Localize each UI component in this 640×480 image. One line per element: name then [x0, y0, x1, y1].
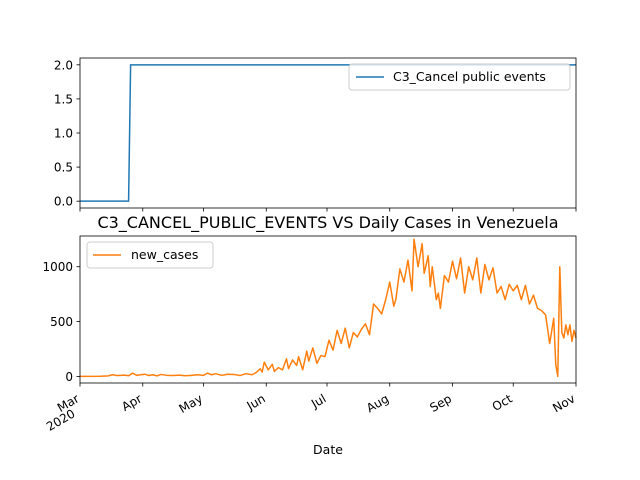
top-y-tick-label: 1.0 — [54, 127, 73, 141]
bottom-legend-label: new_cases — [131, 247, 198, 262]
top-legend: C3_Cancel public events — [348, 63, 571, 91]
top-legend-box — [348, 63, 571, 91]
x-axis-label: Date — [313, 442, 343, 457]
bottom-y-ticks: 0 500 1000 — [42, 260, 80, 384]
bottom-legend-box — [86, 241, 214, 269]
top-subplot: 0.0 0.5 1.0 1.5 2.0 C3_Cancel public events — [54, 57, 577, 212]
top-legend-label: C3_Cancel public events — [393, 69, 546, 84]
cases-series-line-0 — [79, 238, 577, 378]
top-y-tick-label: 2.0 — [54, 58, 73, 72]
bottom-axes-frame — [79, 235, 577, 384]
top-y-tick-label: 1.5 — [54, 92, 73, 106]
bottom-series-group — [79, 238, 577, 378]
top-y-ticks: 0.0 0.5 1.0 1.5 2.0 — [54, 58, 80, 209]
bottom-y-tick-label: 1000 — [42, 260, 73, 274]
top-y-tick-label: 0.5 — [54, 161, 73, 175]
top-y-tick-label: 0.0 — [54, 195, 73, 209]
bottom-y-tick-label: 500 — [50, 315, 73, 329]
chart-title: C3_CANCEL_PUBLIC_EVENTS VS Daily Cases i… — [97, 213, 558, 233]
top-x-ticks — [79, 208, 577, 212]
bottom-y-tick-label: 0 — [65, 370, 73, 384]
x-tick-label: Jul — [308, 391, 328, 411]
bottom-legend: new_cases — [86, 241, 214, 269]
